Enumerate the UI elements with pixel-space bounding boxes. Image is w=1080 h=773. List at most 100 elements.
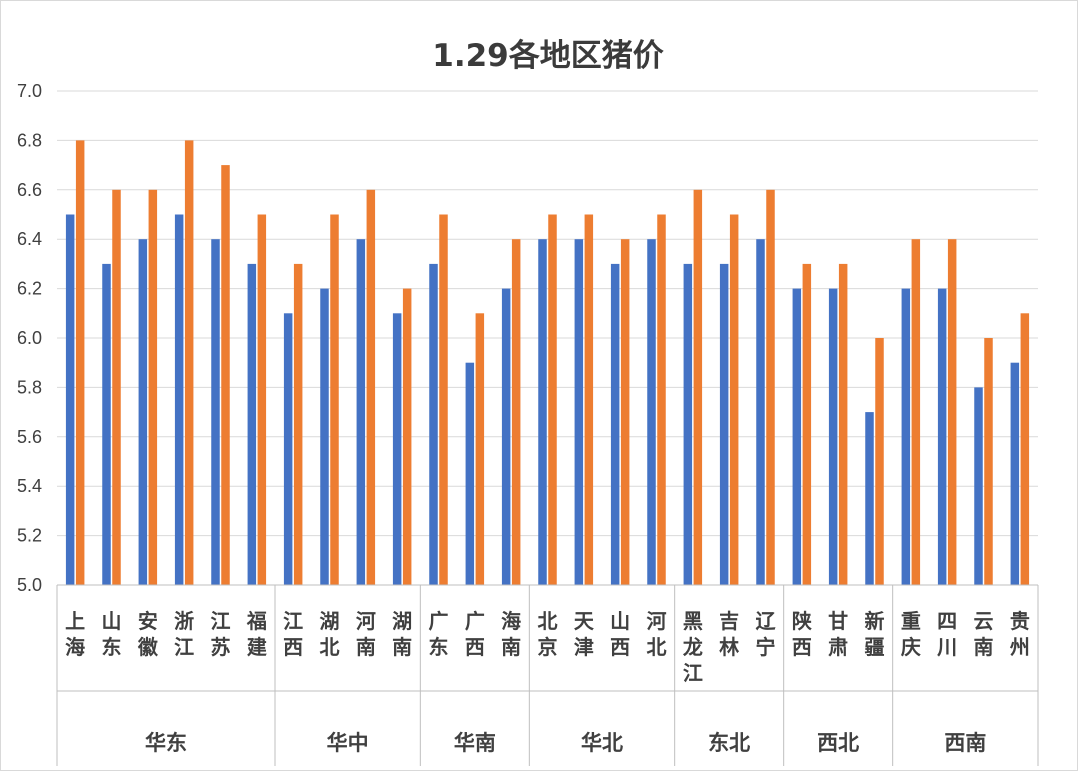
bar-series-1	[247, 263, 257, 585]
x-category-text: 湖北	[320, 609, 340, 659]
bar-series-2	[184, 140, 194, 585]
bar-series-2	[802, 263, 812, 585]
x-category-text: 北京	[538, 609, 558, 659]
x-category-text: 山西	[610, 609, 630, 659]
x-category-label: 新疆	[865, 609, 885, 659]
x-category-text: 河北	[647, 609, 667, 659]
bar-series-2	[439, 214, 448, 585]
x-category-text: 河南	[356, 609, 376, 659]
x-category-text: 陕西	[792, 609, 812, 659]
group-label: 华中	[327, 731, 369, 755]
bar-series-2	[911, 239, 921, 585]
x-category-label: 广东	[429, 609, 449, 659]
x-category-text: 安徽	[137, 609, 159, 659]
bar-series-1	[610, 263, 620, 585]
y-tick-label: 5.6	[17, 427, 42, 447]
x-category-label: 江西	[283, 609, 303, 659]
x-axis: 上海山东安徽浙江江苏福建江西湖北河南湖南广东广西海南北京天津山西河北黑龙江吉林辽…	[56, 584, 1039, 766]
x-category-text: 四川	[936, 609, 957, 659]
bars	[65, 140, 1030, 586]
bar-series-1	[756, 239, 765, 585]
bar-series-2	[984, 338, 993, 585]
x-category-text: 新疆	[865, 609, 885, 659]
x-category-text: 贵州	[1010, 609, 1030, 659]
group-label: 东北	[708, 731, 750, 755]
x-category-label: 海南	[501, 609, 521, 659]
bar-series-2	[221, 165, 230, 585]
x-category-text: 广东	[429, 609, 449, 659]
x-category-label: 湖北	[320, 609, 340, 659]
x-category-text: 天津	[574, 609, 595, 659]
y-tick-label: 5.0	[17, 575, 42, 595]
bar-series-2	[766, 189, 775, 586]
group-label: 西北	[817, 731, 859, 755]
x-category-label: 福建	[246, 609, 267, 659]
bar-series-2	[366, 189, 376, 586]
x-category-label: 辽宁	[756, 609, 777, 659]
y-tick-label: 6.0	[17, 328, 42, 348]
bar-series-1	[102, 263, 111, 585]
x-category-label: 山西	[610, 609, 630, 659]
bar-series-2	[257, 214, 267, 585]
x-category-text: 重庆	[901, 609, 921, 659]
bar-series-2	[112, 189, 121, 586]
bar-series-1	[901, 288, 911, 585]
x-category-text: 山东	[102, 609, 122, 659]
y-tick-label: 5.8	[17, 377, 42, 397]
bar-series-1	[138, 239, 148, 585]
y-tick-label: 5.4	[17, 476, 42, 496]
bar-series-1	[501, 288, 511, 585]
bar-series-1	[211, 239, 220, 585]
x-category-label: 上海	[65, 609, 85, 659]
x-category-label: 浙江	[174, 609, 194, 659]
x-category-text: 辽宁	[756, 609, 777, 659]
x-category-text: 江西	[283, 609, 303, 659]
bar-series-2	[548, 214, 557, 585]
y-axis-ticks: 5.0 5.2 5.4 5.6 5.8 6.0 6.2 6.4 6.6 6.8 7.0	[17, 81, 42, 595]
bar-series-1	[937, 288, 947, 585]
bar-series-1	[574, 239, 584, 585]
x-category-label: 河北	[647, 609, 667, 659]
x-category-text: 海南	[501, 609, 521, 659]
x-category-label: 重庆	[901, 609, 921, 659]
x-category-text: 广西	[465, 609, 485, 659]
x-category-label: 甘肃	[828, 609, 848, 659]
chart-title: 1.29各地区猪价	[432, 38, 664, 74]
x-category-text: 浙江	[174, 609, 194, 659]
bar-series-2	[75, 140, 85, 585]
x-category-text: 黑龙江	[683, 609, 703, 685]
bar-series-1	[65, 214, 75, 585]
x-category-label: 广西	[465, 609, 485, 659]
bar-series-1	[719, 263, 729, 585]
x-category-label: 山东	[102, 609, 122, 659]
x-category-label: 北京	[538, 609, 558, 659]
x-category-label: 贵州	[1010, 609, 1030, 659]
bar-series-2	[729, 214, 739, 585]
bar-series-1	[392, 313, 402, 585]
x-category-label: 安徽	[137, 609, 159, 659]
bar-series-2	[620, 239, 630, 585]
y-tick-label: 7.0	[17, 81, 42, 101]
bar-series-2	[693, 189, 703, 586]
bar-series-1	[865, 412, 874, 585]
bar-series-2	[293, 263, 303, 585]
bar-series-1	[356, 239, 366, 585]
bar-series-1	[465, 362, 475, 585]
x-category-text: 云南	[974, 609, 994, 659]
gridlines	[57, 90, 1038, 537]
x-category-label: 吉林	[719, 609, 739, 659]
bar-series-1	[647, 239, 656, 585]
y-tick-label: 6.2	[17, 279, 42, 299]
group-label: 华南	[454, 731, 496, 755]
x-category-label: 云南	[974, 609, 994, 659]
x-category-text: 福建	[246, 609, 267, 659]
y-tick-label: 6.6	[17, 180, 42, 200]
bar-series-1	[320, 288, 329, 585]
bar-series-2	[330, 214, 339, 585]
bar-series-2	[402, 288, 412, 585]
y-tick-label: 5.2	[17, 526, 42, 546]
group-label: 华北	[581, 731, 623, 755]
y-tick-label: 6.4	[17, 229, 42, 249]
x-category-text: 湖南	[392, 609, 412, 659]
